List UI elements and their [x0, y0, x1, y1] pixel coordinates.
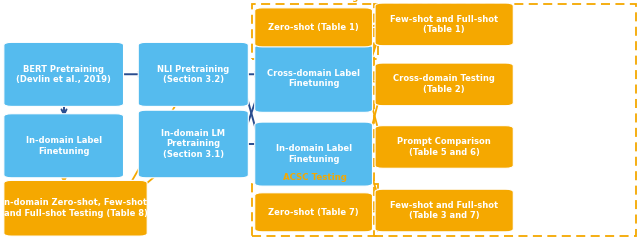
Text: In-domain Label
Finetuning: In-domain Label Finetuning — [276, 144, 351, 164]
Text: Few-shot and Full-shot
(Table 3 and 7): Few-shot and Full-shot (Table 3 and 7) — [390, 201, 498, 220]
FancyBboxPatch shape — [255, 45, 372, 112]
Text: NLI Pretraining
(Section 3.2): NLI Pretraining (Section 3.2) — [157, 64, 229, 84]
FancyBboxPatch shape — [4, 114, 124, 178]
Text: In-domain Zero-shot, Few-shot,
and Full-shot Testing (Table 8): In-domain Zero-shot, Few-shot, and Full-… — [1, 198, 150, 218]
Text: Cross-domain Label
Finetuning: Cross-domain Label Finetuning — [267, 69, 360, 88]
FancyBboxPatch shape — [375, 126, 513, 168]
FancyBboxPatch shape — [255, 8, 372, 47]
FancyBboxPatch shape — [4, 180, 147, 236]
Text: Few-shot and Full-shot
(Table 1): Few-shot and Full-shot (Table 1) — [390, 15, 498, 34]
Text: In-domain Label
Finetuning: In-domain Label Finetuning — [26, 136, 102, 156]
Text: ACSC Testing: ACSC Testing — [283, 173, 347, 182]
Text: BERT Pretraining
(Devlin et al., 2019): BERT Pretraining (Devlin et al., 2019) — [16, 64, 111, 84]
Text: In-domain Testing: In-domain Testing — [271, 0, 358, 2]
Text: In-domain LM
Pretraining
(Section 3.1): In-domain LM Pretraining (Section 3.1) — [161, 129, 225, 159]
Text: Cross-domain Testing
(Table 2): Cross-domain Testing (Table 2) — [393, 74, 495, 94]
FancyBboxPatch shape — [255, 122, 372, 186]
Text: Zero-shot (Table 1): Zero-shot (Table 1) — [268, 23, 359, 32]
FancyBboxPatch shape — [375, 3, 513, 46]
Text: Zero-shot (Table 7): Zero-shot (Table 7) — [268, 208, 359, 217]
FancyBboxPatch shape — [255, 193, 372, 232]
FancyBboxPatch shape — [138, 42, 248, 106]
FancyBboxPatch shape — [375, 189, 513, 232]
FancyBboxPatch shape — [4, 42, 124, 106]
FancyBboxPatch shape — [375, 63, 513, 106]
Text: Prompt Comparison
(Table 5 and 6): Prompt Comparison (Table 5 and 6) — [397, 137, 491, 157]
FancyBboxPatch shape — [138, 110, 248, 178]
